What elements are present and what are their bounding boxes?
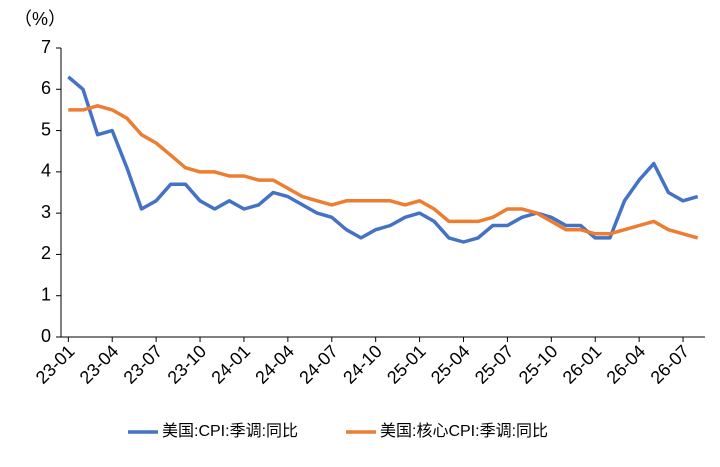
x-tick-label: 26-01 [559, 341, 606, 388]
x-tick-label: 23-10 [164, 341, 211, 388]
x-tick-label: 23-07 [120, 341, 167, 388]
y-tick-label: 1 [41, 284, 51, 304]
x-tick-label: 26-04 [603, 341, 650, 388]
x-tick-label: 23-01 [32, 341, 79, 388]
legend-label: 美国:核心CPI:季调:同比 [380, 422, 548, 440]
y-tick-label: 2 [41, 243, 51, 263]
x-tick-label: 24-07 [295, 341, 342, 388]
x-tick-label: 26-07 [647, 341, 694, 388]
x-tick-label: 24-01 [207, 341, 254, 388]
y-tick-label: 5 [41, 119, 51, 139]
series-line [67, 75, 699, 244]
x-tick-label: 25-01 [383, 341, 430, 388]
y-tick-label: 4 [41, 161, 51, 181]
y-tick-label: 7 [41, 37, 51, 57]
x-tick-label: 25-07 [471, 341, 518, 388]
legend-label: 美国:CPI:季调:同比 [162, 422, 298, 440]
x-tick-label: 25-04 [427, 341, 474, 388]
y-tick-label: 6 [41, 78, 51, 98]
x-tick-label: 24-04 [251, 341, 298, 388]
series-line [68, 104, 699, 240]
y-axis-label: （%） [14, 9, 66, 29]
x-tick-label: 24-10 [339, 341, 386, 388]
y-tick-label: 0 [41, 326, 51, 346]
x-tick-label: 25-10 [515, 341, 562, 388]
x-tick-label: 23-04 [76, 341, 123, 388]
y-tick-label: 3 [41, 202, 51, 222]
